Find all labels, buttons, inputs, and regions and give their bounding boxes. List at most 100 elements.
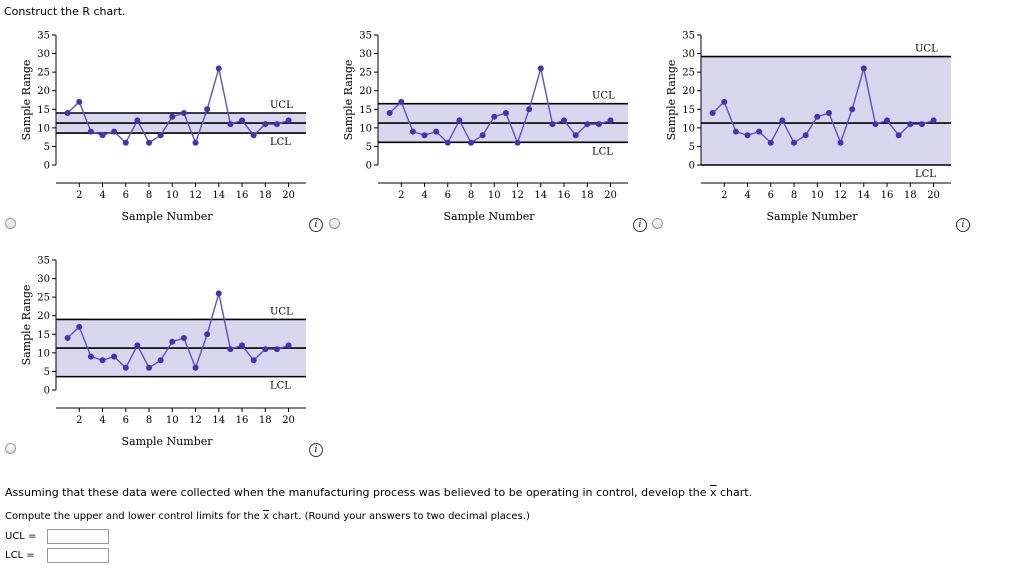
x-tick-label: 16 (236, 415, 249, 426)
data-point (907, 121, 914, 128)
y-tick-label: 10 (37, 123, 50, 134)
data-point (456, 117, 463, 124)
x-axis-label: Sample Number (443, 210, 535, 223)
data-point (111, 128, 118, 135)
compute-instruction: Compute the upper and lower control limi… (5, 511, 530, 522)
data-point (561, 117, 568, 124)
x-tick-label: 18 (259, 190, 272, 201)
prompt-title: Construct the R chart. (4, 5, 126, 18)
radio-option-c[interactable] (652, 218, 663, 229)
y-tick-label: 35 (359, 31, 372, 42)
data-point (526, 106, 533, 113)
lcl-input[interactable] (47, 548, 109, 563)
y-axis-label: Sample Range (342, 60, 355, 141)
data-point (227, 346, 234, 353)
data-point (849, 106, 856, 113)
y-tick-label: 5 (44, 367, 50, 378)
data-point (595, 121, 602, 128)
y-tick-label: 25 (37, 68, 50, 79)
x-tick-label: 2 (721, 190, 727, 201)
question-text-part: Assuming that these data were collected … (5, 486, 710, 499)
y-tick-label: 15 (37, 105, 50, 116)
data-point (468, 139, 475, 146)
y-tick-label: 5 (366, 142, 372, 153)
x-tick-label: 12 (834, 190, 847, 201)
lcl-label: LCL (915, 169, 936, 180)
data-point (918, 121, 925, 128)
y-tick-label: 5 (44, 142, 50, 153)
x-tick-label: 18 (259, 415, 272, 426)
data-point (285, 342, 292, 349)
x-tick-label: 20 (282, 190, 295, 201)
data-point (502, 110, 509, 116)
y-tick-label: 30 (37, 274, 50, 285)
data-point (409, 128, 416, 135)
data-point (76, 98, 83, 105)
y-tick-label: 0 (689, 161, 695, 172)
x-tick-label: 18 (581, 190, 594, 201)
data-point (479, 132, 486, 139)
y-tick-label: 15 (37, 330, 50, 341)
x-tick-label: 4 (99, 190, 105, 201)
x-axis-label: Sample Number (766, 210, 858, 223)
radio-option-d[interactable] (5, 443, 16, 454)
data-point (572, 132, 579, 139)
y-tick-label: 0 (44, 386, 50, 397)
x-tick-label: 12 (189, 190, 202, 201)
y-tick-label: 0 (366, 161, 372, 172)
lcl-label: LCL = (5, 550, 35, 561)
y-tick-label: 30 (37, 49, 50, 60)
data-point (825, 110, 832, 116)
data-point (779, 117, 786, 124)
x-tick-label: 2 (76, 415, 82, 426)
data-point (204, 106, 211, 113)
data-point (99, 357, 106, 364)
x-tick-label: 12 (511, 190, 524, 201)
data-point (64, 110, 71, 116)
ucl-input[interactable] (47, 529, 109, 544)
ucl-label: UCL (270, 306, 293, 317)
data-point (791, 139, 798, 146)
ucl-label: UCL = (5, 531, 37, 542)
x-tick-label: 16 (236, 190, 249, 201)
lcl-label: LCL (592, 146, 613, 157)
data-point (273, 121, 280, 128)
x-tick-label: 4 (421, 190, 427, 201)
info-icon[interactable]: i (309, 443, 323, 457)
y-tick-label: 30 (682, 49, 695, 60)
data-point (146, 139, 153, 146)
x-tick-label: 16 (558, 190, 571, 201)
radio-option-a[interactable] (5, 218, 16, 229)
x-tick-label: 14 (212, 415, 225, 426)
ucl-label: UCL (270, 100, 293, 111)
data-point (802, 132, 809, 139)
x-tick-label: 10 (166, 415, 179, 426)
x-tick-label: 20 (282, 415, 295, 426)
chart-option-c: UCL LCL 0 5 10 15 20 25 30 35 2 4 6 8 10 12 14 16 18 20 Samp… (665, 31, 951, 223)
control-band (701, 56, 951, 165)
x-tick-label: 8 (146, 415, 152, 426)
info-icon[interactable]: i (309, 218, 323, 232)
y-tick-label: 30 (359, 49, 372, 60)
data-point (250, 132, 257, 139)
y-tick-label: 35 (37, 31, 50, 42)
compute-text-part: chart. (Round your answers to two decima… (269, 511, 530, 522)
x-tick-label: 2 (76, 190, 82, 201)
x-tick-label: 12 (189, 415, 202, 426)
data-point (239, 117, 246, 124)
data-point (584, 121, 591, 128)
x-tick-label: 16 (881, 190, 894, 201)
data-point (491, 113, 498, 120)
radio-option-b[interactable] (329, 218, 340, 229)
x-axis-label: Sample Number (121, 435, 213, 448)
data-point (250, 357, 257, 364)
data-point (709, 110, 716, 116)
data-point (895, 132, 902, 139)
data-point (767, 139, 774, 146)
x-tick-label: 10 (811, 190, 824, 201)
info-icon[interactable]: i (956, 218, 970, 232)
ucl-label: UCL (592, 91, 615, 102)
y-tick-label: 20 (682, 86, 695, 97)
info-icon[interactable]: i (633, 218, 647, 232)
data-point (860, 65, 867, 72)
